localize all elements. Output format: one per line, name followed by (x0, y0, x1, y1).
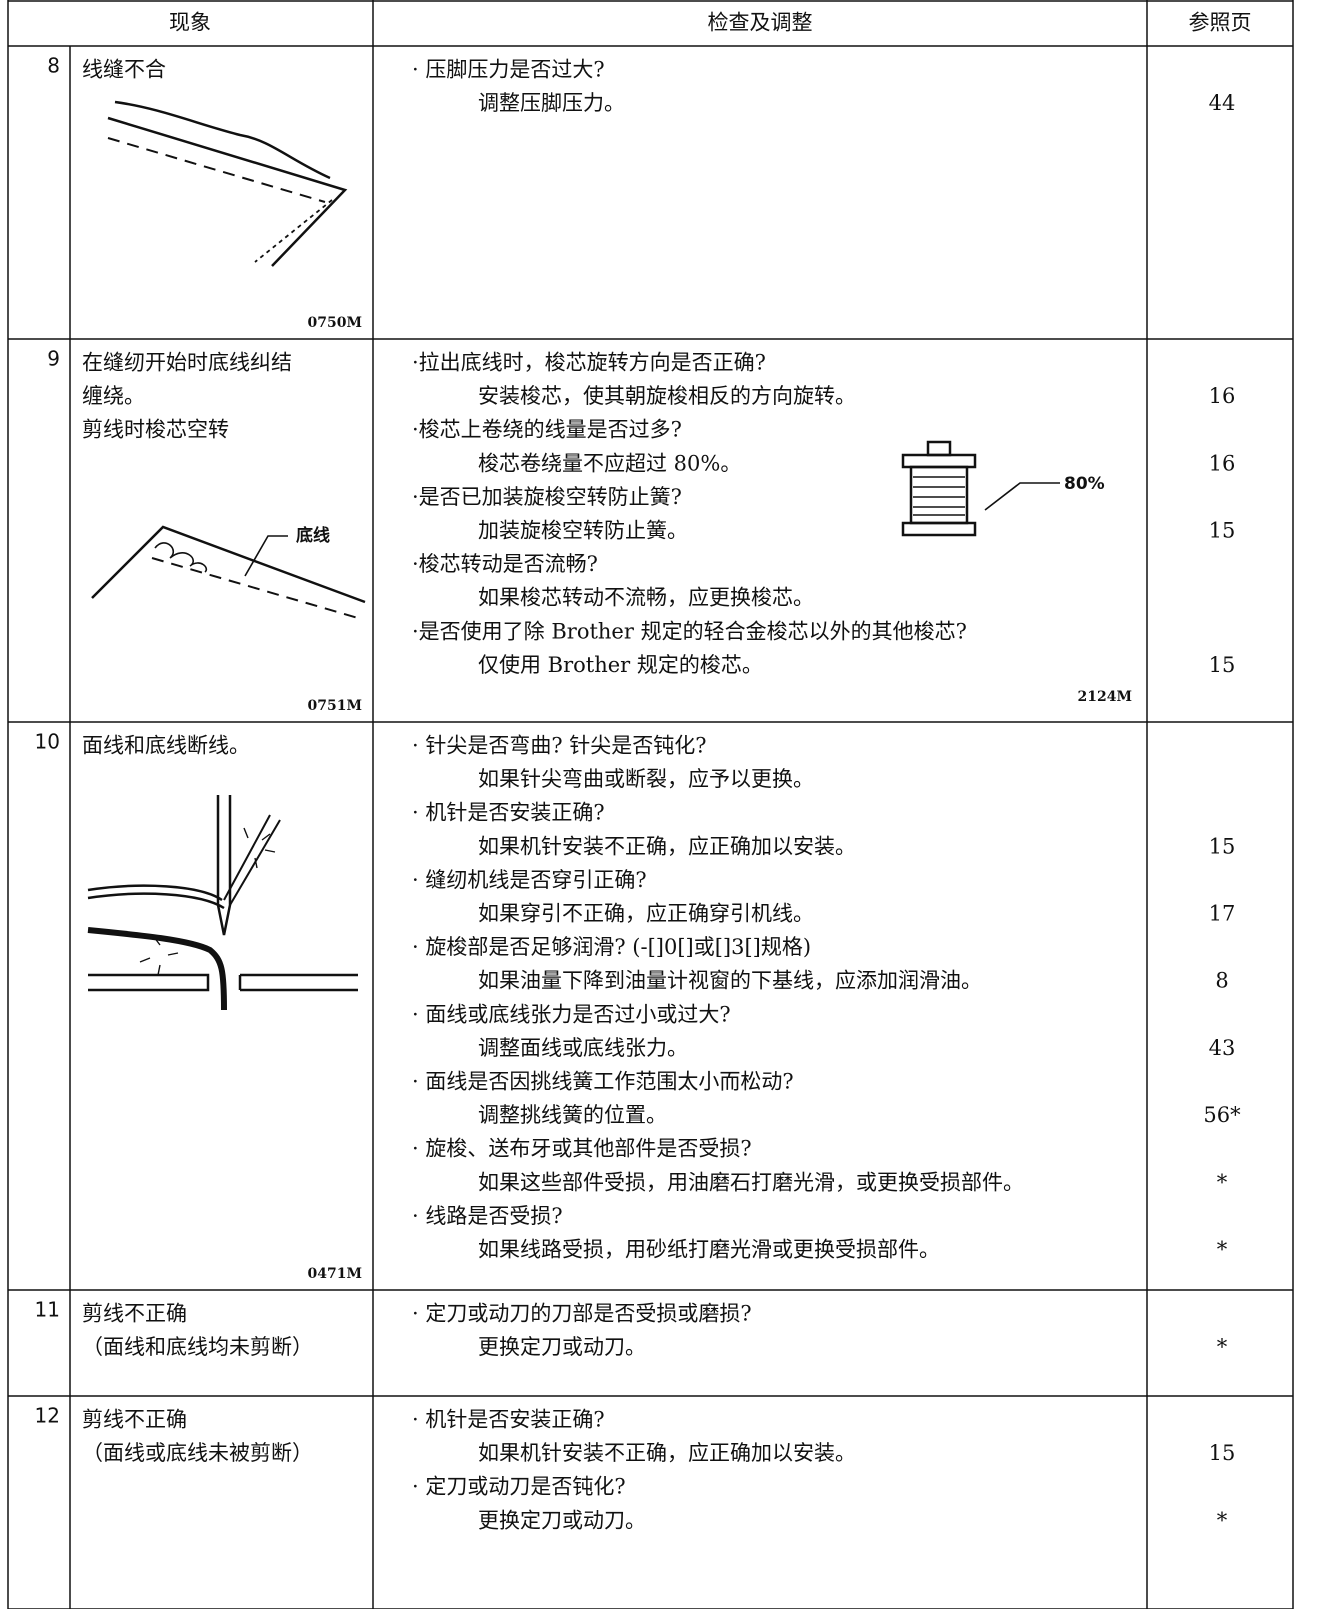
check-action: 如果这些部件受损，用油磨石打磨光滑，或更换受损部件。 (478, 1170, 1024, 1194)
check-action: 调整压脚压力。 (478, 91, 625, 115)
check-action: 调整挑线簧的位置。 (478, 1103, 667, 1127)
reference-page: * (1217, 1508, 1228, 1532)
reference-page: 15 (1209, 1441, 1236, 1465)
check-question: · 机针是否安装正确? (412, 1408, 605, 1432)
check-question: · 机针是否安装正确? (412, 801, 605, 825)
bobbin (901, 521, 977, 537)
thread-figure (91, 525, 366, 604)
check-question: · 线路是否受损? (412, 1204, 563, 1228)
header-symptom: 现象 (169, 11, 211, 35)
check-action: 加装旋梭空转防止簧。 (478, 519, 688, 543)
reference-page: * (1217, 1170, 1228, 1194)
check-question: · 定刀或动刀是否钝化? (412, 1475, 626, 1499)
needle-figure (87, 927, 227, 1011)
check-action: 仅使用 Brother 规定的梭芯。 (478, 653, 763, 677)
check-action: 如果机针安装不正确，应正确加以安装。 (478, 1441, 856, 1465)
check-action: 梭芯卷绕量不应超过 80%。 (478, 451, 741, 475)
spark (243, 827, 276, 869)
needle-figure (223, 814, 281, 906)
reference-page: 16 (1209, 451, 1236, 475)
symptom: 剪线不正确 (82, 1408, 187, 1432)
bobbin (926, 440, 952, 457)
symptom: 线缝不合 (82, 58, 166, 82)
needle-figure (87, 884, 225, 910)
symptom: 面线和底线断线。 (82, 734, 250, 758)
row-number: 11 (35, 1298, 60, 1322)
symptom: （面线和底线均未剪断） (82, 1335, 313, 1359)
reference-page: 8 (1215, 969, 1228, 993)
check-action: 如果线路受损，用砂纸打磨光滑或更换受损部件。 (478, 1238, 940, 1262)
reference-page: 15 (1209, 519, 1236, 543)
symptom: 缠绕。 (82, 384, 145, 408)
check-action: 如果针尖弯曲或断裂，应予以更换。 (478, 767, 814, 791)
check-question: ·梭芯上卷绕的线量是否过多? (412, 418, 682, 442)
leader-line (244, 535, 288, 577)
check-question: · 定刀或动刀的刀部是否受损或磨损? (412, 1302, 752, 1326)
check-action: 如果梭芯转动不流畅，应更换梭芯。 (478, 586, 814, 610)
seam-figure (107, 137, 326, 203)
reference-page: 56* (1203, 1103, 1241, 1127)
check-question: · 面线是否因挑线簧工作范围太小而松动? (412, 1070, 794, 1094)
check-question: · 面线或底线张力是否过小或过大? (412, 1002, 731, 1026)
check-question: ·是否使用了除 Brother 规定的轻合金梭芯以外的其他梭芯? (412, 619, 967, 643)
header-check: 检查及调整 (708, 11, 813, 35)
symptom: （面线或底线未被剪断） (82, 1441, 313, 1465)
seam-figure (254, 199, 333, 263)
table-rules (7, 0, 1294, 1609)
reference-page: * (1217, 1238, 1228, 1262)
row-number: 10 (35, 730, 60, 754)
figure-code: 0471M (308, 1266, 362, 1282)
seam-figure (107, 116, 348, 267)
row-number: 8 (47, 54, 60, 78)
thread-figure (154, 542, 208, 573)
reference-page: 15 (1209, 653, 1236, 677)
figure-code: 0751M (308, 698, 362, 714)
check-question: · 缝纫机线是否穿引正确? (412, 868, 647, 892)
symptom: 在缝纫开始时底线纠结 (82, 351, 292, 375)
check-action: 安装梭芯，使其朝旋梭相反的方向旋转。 (478, 384, 856, 408)
header-page: 参照页 (1189, 11, 1252, 35)
reference-page: 43 (1209, 1036, 1236, 1060)
check-question: · 针尖是否弯曲? 针尖是否钝化? (412, 734, 707, 758)
check-action: 更换定刀或动刀。 (478, 1508, 646, 1532)
bobbin (909, 465, 969, 525)
figure-code: 2124M (1078, 689, 1132, 705)
check-question: ·梭芯转动是否流畅? (412, 552, 598, 576)
seam-figure (114, 100, 331, 180)
reference-page: * (1217, 1335, 1228, 1359)
bobbin (901, 453, 977, 469)
check-action: 如果穿引不正确，应正确穿引机线。 (478, 902, 814, 926)
check-question: ·拉出底线时，梭芯旋转方向是否正确? (412, 351, 766, 375)
check-action: 如果机针安装不正确，应正确加以安装。 (478, 834, 856, 858)
row-number: 12 (35, 1404, 60, 1428)
figure-label: 底线 (296, 525, 330, 546)
needle-figure (88, 973, 358, 992)
reference-page: 16 (1209, 384, 1236, 408)
bobbin (913, 476, 965, 516)
illustrations (87, 100, 1060, 1011)
check-action: 如果油量下降到油量计视窗的下基线，应添加润滑油。 (478, 969, 982, 993)
check-action: 调整面线或底线张力。 (478, 1036, 688, 1060)
thread-figure (151, 557, 359, 619)
reference-page: 17 (1209, 902, 1236, 926)
needle-figure (216, 795, 232, 936)
check-action: 更换定刀或动刀。 (478, 1335, 646, 1359)
reference-page: 15 (1209, 834, 1236, 858)
spark (139, 936, 179, 976)
check-question: · 旋梭、送布牙或其他部件是否受损? (412, 1137, 752, 1161)
reference-page: 44 (1209, 91, 1236, 115)
symptom: 剪线不正确 (82, 1302, 187, 1326)
check-question: · 旋梭部是否足够润滑? (-[]0[]或[]3[]规格) (412, 935, 811, 959)
check-question: · 压脚压力是否过大? (412, 58, 605, 82)
symptom: 剪线时梭芯空转 (82, 418, 229, 442)
figure-code: 0750M (308, 315, 362, 331)
check-question: ·是否已加装旋梭空转防止簧? (412, 485, 682, 509)
leader-line (984, 482, 1060, 511)
figure-label: 80% (1064, 474, 1105, 494)
row-number: 9 (47, 347, 60, 371)
